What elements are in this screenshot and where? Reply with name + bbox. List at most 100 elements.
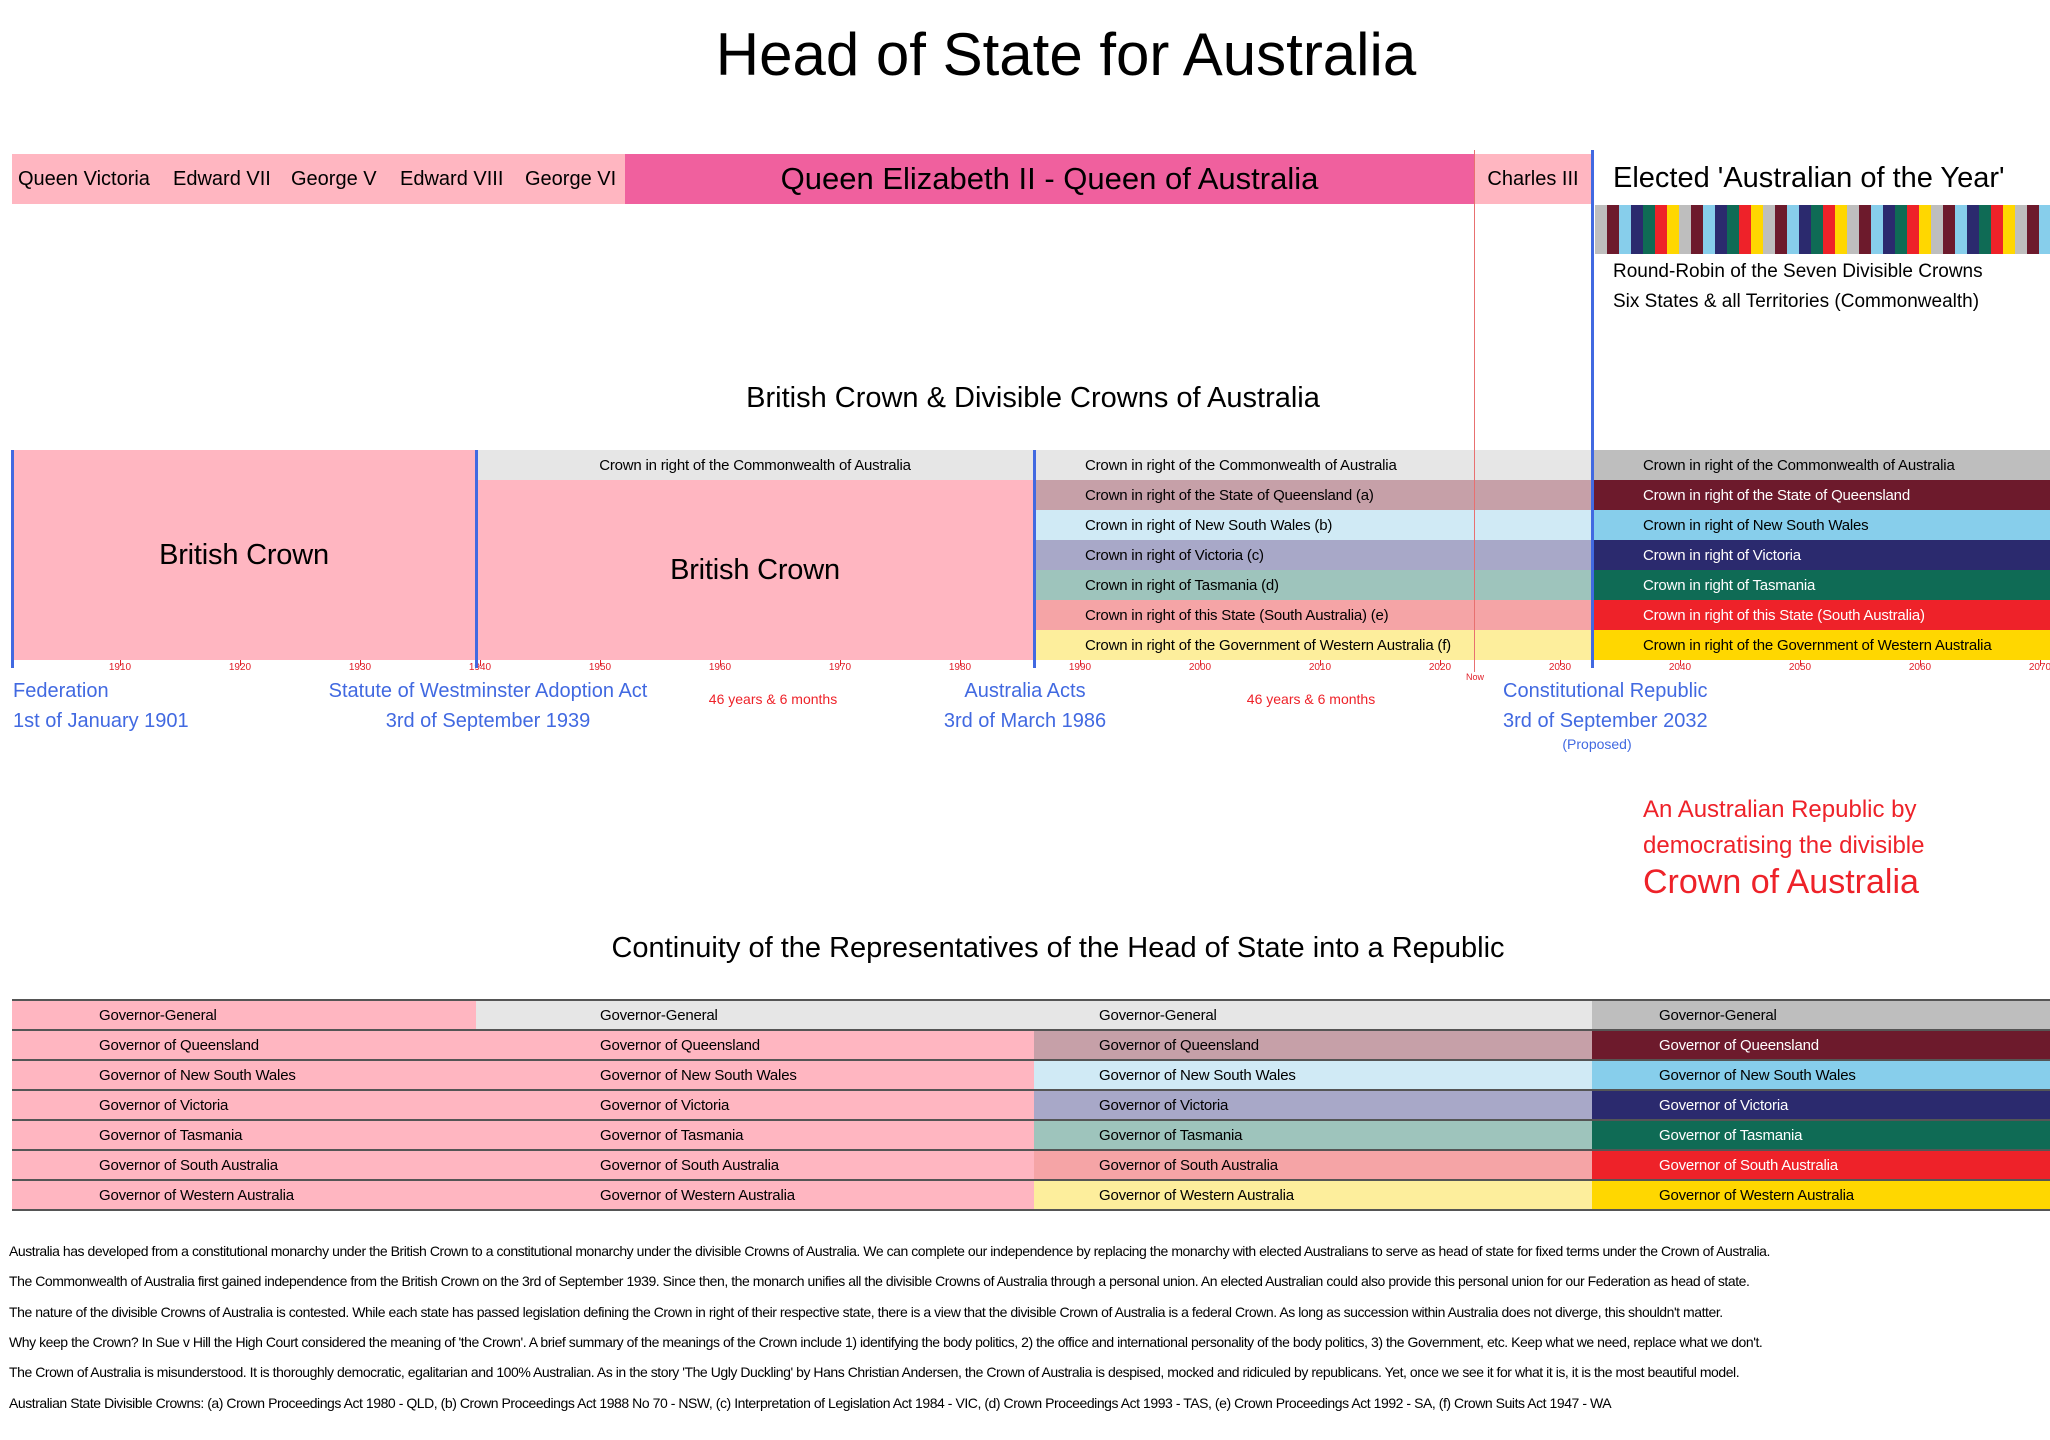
axis-tick xyxy=(480,660,481,666)
axis-tick-label: 1990 xyxy=(1068,662,1092,673)
round-robin-stripe xyxy=(2027,205,2039,254)
round-robin-stripe xyxy=(1787,205,1799,254)
federation-line xyxy=(11,450,14,668)
monarch-george-v: George V xyxy=(291,167,377,190)
representative-cell: Governor-General xyxy=(476,1000,1034,1030)
axis-tick-label: 1960 xyxy=(708,662,732,673)
monarch-elizabeth-ii: Queen Elizabeth II - Queen of Australia xyxy=(625,154,1474,204)
paragraph: Australian State Divisible Crowns: (a) C… xyxy=(9,1394,1612,1411)
representative-cell: Governor of Victoria xyxy=(476,1090,1034,1120)
axis-tick xyxy=(600,660,601,666)
round-robin-stripe xyxy=(1751,205,1763,254)
round-robin-stripe xyxy=(1715,205,1727,254)
round-robin-stripe xyxy=(1859,205,1871,254)
axis-tick-label: 2010 xyxy=(1308,662,1332,673)
representative-cell: Governor of Queensland xyxy=(476,1030,1034,1060)
republic-text-line2: democratising the divisible xyxy=(1643,832,1925,859)
row-divider xyxy=(12,1059,2050,1061)
representative-cell: Governor of Western Australia xyxy=(12,1180,476,1210)
round-robin-stripe xyxy=(1607,205,1619,254)
round-robin-line2: Six States & all Territories (Commonweal… xyxy=(1613,291,1980,312)
axis-tick xyxy=(1200,660,1201,666)
divisible-crown-row: Crown in right of Tasmania (d) xyxy=(1034,570,1592,600)
axis-tick xyxy=(2040,660,2041,666)
representative-cell: Governor of Victoria xyxy=(1034,1090,1592,1120)
round-robin-stripes xyxy=(1595,205,2050,254)
federation-date: 1st of January 1901 xyxy=(13,710,189,732)
republic-date: 3rd of September 2032 xyxy=(1503,710,1708,732)
round-robin-stripe xyxy=(1619,205,1631,254)
representative-cell: Governor of Tasmania xyxy=(1592,1120,2050,1150)
divisible-crown-row: Crown in right of the Commonwealth of Au… xyxy=(1034,450,1592,480)
round-robin-stripe xyxy=(1871,205,1883,254)
round-robin-stripe xyxy=(1895,205,1907,254)
round-robin-stripe xyxy=(1727,205,1739,254)
representative-cell: Governor of Victoria xyxy=(12,1090,476,1120)
axis-tick-label: 2050 xyxy=(1788,662,1812,673)
axis-tick-label: 2060 xyxy=(1908,662,1932,673)
republic-crown-row: Crown in right of the Government of West… xyxy=(1592,630,2050,660)
republic-crown-row: Crown in right of the State of Queenslan… xyxy=(1592,480,2050,510)
round-robin-stripe xyxy=(1691,205,1703,254)
representative-cell: Governor of Tasmania xyxy=(476,1120,1034,1150)
now-label: Now xyxy=(1465,672,1485,682)
australia-acts-label: Australia Acts xyxy=(964,680,1086,702)
continuity-section-title: Continuity of the Representatives of the… xyxy=(611,932,1505,964)
axis-tick-label: 1970 xyxy=(828,662,852,673)
round-robin-stripe xyxy=(1739,205,1751,254)
axis-tick-label: 1950 xyxy=(588,662,612,673)
round-robin-stripe xyxy=(1979,205,1991,254)
axis-tick-label: 1910 xyxy=(108,662,132,673)
divisible-crown-row: Crown in right of this State (South Aust… xyxy=(1034,600,1592,630)
axis-tick-label: 1930 xyxy=(348,662,372,673)
republic-crown-row: Crown in right of Tasmania xyxy=(1592,570,2050,600)
australia-acts-date: 3rd of March 1986 xyxy=(943,710,1107,732)
republic-text-line1: An Australian Republic by xyxy=(1643,796,1917,823)
axis-tick xyxy=(840,660,841,666)
divisible-crown-row: Crown in right of the State of Queenslan… xyxy=(1034,480,1592,510)
representative-cell: Governor of Queensland xyxy=(1592,1030,2050,1060)
statute-label: Statute of Westminster Adoption Act xyxy=(328,680,648,702)
republic-label: Constitutional Republic xyxy=(1503,680,1708,702)
round-robin-stripe xyxy=(1883,205,1895,254)
round-robin-stripe xyxy=(1643,205,1655,254)
round-robin-stripe xyxy=(1775,205,1787,254)
representative-cell: Governor of Western Australia xyxy=(1034,1180,1592,1210)
representative-cell: Governor of Western Australia xyxy=(1592,1180,2050,1210)
round-robin-stripe xyxy=(1823,205,1835,254)
representative-cell: Governor of New South Wales xyxy=(1592,1060,2050,1090)
axis-tick xyxy=(1320,660,1321,666)
republic-proposed-note: (Proposed) xyxy=(1562,736,1632,752)
paragraph: Australia has developed from a constitut… xyxy=(9,1243,1770,1259)
axis-tick xyxy=(960,660,961,666)
british-crown-block-2: British Crown xyxy=(476,480,1034,660)
col2-commonwealth-crown: Crown in right of the Commonwealth of Au… xyxy=(476,450,1034,480)
representative-cell: Governor of New South Wales xyxy=(476,1060,1034,1090)
representative-cell: Governor of Western Australia xyxy=(476,1180,1034,1210)
span-2-duration: 46 years & 6 months xyxy=(1246,691,1376,707)
republic-text-line3: Crown of Australia xyxy=(1643,863,1919,901)
monarch-edward-viii: Edward VIII xyxy=(400,167,504,190)
monarch-victoria: Queen Victoria xyxy=(18,167,150,190)
monarch-george-vi: George VI xyxy=(525,167,617,190)
round-robin-stripe xyxy=(1631,205,1643,254)
round-robin-stripe xyxy=(1679,205,1691,254)
axis-tick-label: 2070 xyxy=(2028,662,2050,673)
round-robin-stripe xyxy=(1907,205,1919,254)
representative-cell: Governor of Tasmania xyxy=(12,1120,476,1150)
round-robin-stripe xyxy=(2003,205,2015,254)
monarch-charles-iii: Charles III xyxy=(1474,154,1592,204)
divisible-crown-row: Crown in right of Victoria (c) xyxy=(1034,540,1592,570)
paragraph: The Crown of Australia is misunderstood.… xyxy=(9,1364,1740,1381)
republic-crown-row: Crown in right of this State (South Aust… xyxy=(1592,600,2050,630)
divisible-crown-row: Crown in right of the Government of West… xyxy=(1034,630,1592,660)
representative-cell: Governor of Queensland xyxy=(1034,1030,1592,1060)
axis-tick-label: 2000 xyxy=(1188,662,1212,673)
round-robin-stripe xyxy=(1943,205,1955,254)
round-robin-stripe xyxy=(1811,205,1823,254)
row-divider xyxy=(12,1149,2050,1151)
round-robin-stripe xyxy=(1847,205,1859,254)
row-divider xyxy=(12,1119,2050,1121)
representative-cell: Governor-General xyxy=(1592,1000,2050,1030)
representative-cell: Governor of Victoria xyxy=(1592,1090,2050,1120)
